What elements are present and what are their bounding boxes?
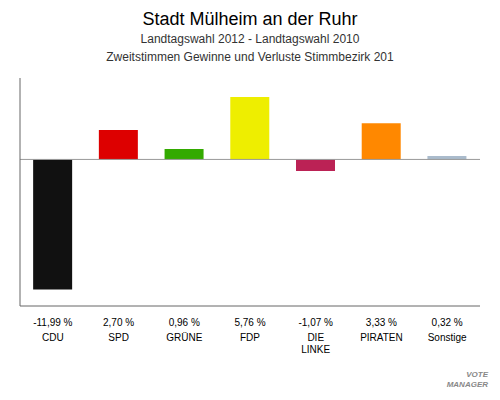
svg-text:Sonstige: Sonstige — [428, 332, 467, 343]
svg-text:DIE: DIE — [307, 332, 324, 343]
svg-text:SPD: SPD — [108, 332, 129, 343]
html-text:VOTE MANAGER: VOTE MANAGER — [446, 370, 488, 389]
html-text:Landtagswahl 2012 - Landtagswa: Landtagswahl 2012 - Landtagswahl 2010 — [140, 32, 360, 46]
svg-text:-11,99 %: -11,99 % — [33, 317, 72, 328]
svg-text:FDP: FDP — [240, 332, 260, 343]
html-text:Stadt Mülheim an der Ruhr: Stadt Mülheim an der Ruhr — [142, 9, 358, 29]
svg-text:-1,07 %: -1,07 % — [298, 317, 333, 328]
svg-text:3,33 %: 3,33 % — [366, 317, 397, 328]
html-text:Zweitstimmen Gewinne und Verlu: Zweitstimmen Gewinne und Verluste Stimmb… — [106, 50, 394, 64]
svg-text:0,96 %: 0,96 % — [169, 317, 200, 328]
svg-text:CDU: CDU — [42, 332, 64, 343]
svg-text:2,70 %: 2,70 % — [103, 317, 134, 328]
svg-text:PIRATEN: PIRATEN — [360, 332, 403, 343]
svg-text:GRÜNE: GRÜNE — [166, 332, 202, 343]
svg-text:0,32 %: 0,32 % — [432, 317, 463, 328]
svg-text:LINKE: LINKE — [301, 344, 330, 355]
svg-text:5,76 %: 5,76 % — [234, 317, 265, 328]
